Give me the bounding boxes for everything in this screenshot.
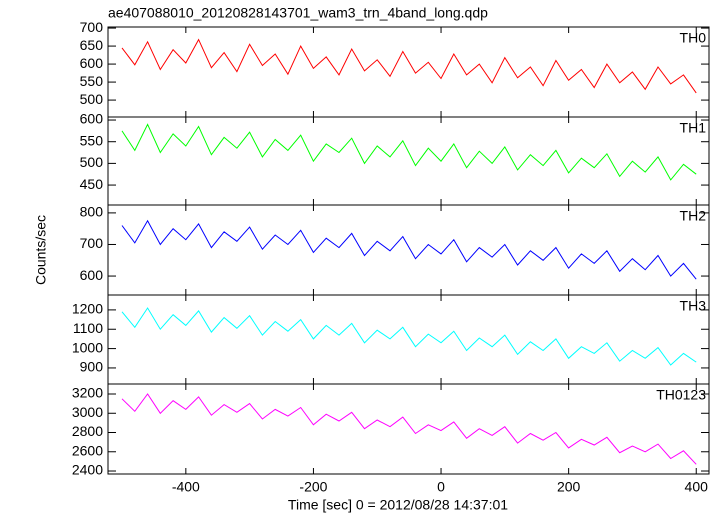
y-tick-label: 3000	[72, 404, 103, 420]
series-line	[121, 307, 697, 366]
y-tick-label: 900	[80, 359, 104, 375]
y-tick-label: 1200	[72, 301, 103, 317]
y-tick-label: 600	[80, 55, 104, 71]
y-tick-label: 500	[80, 91, 104, 107]
panel-frame	[107, 383, 710, 475]
x-tick-label: -200	[299, 479, 327, 495]
panel-label: TH2	[680, 208, 707, 224]
panel-frame	[107, 204, 710, 296]
y-tick-label: 600	[80, 267, 104, 283]
x-tick-label: 200	[557, 479, 581, 495]
y-tick-label: 700	[80, 19, 104, 35]
y-tick-label: 700	[80, 235, 104, 251]
y-tick-label: 2400	[72, 462, 103, 478]
panel-frame	[107, 294, 710, 385]
y-axis-label: Counts/sec	[33, 215, 49, 285]
x-tick-label: 400	[685, 479, 709, 495]
y-tick-label: 650	[80, 37, 104, 53]
panel-label: TH0123	[656, 387, 706, 403]
panel-label: TH1	[680, 120, 707, 136]
x-tick-label: 0	[437, 479, 445, 495]
panel-frame	[107, 116, 710, 206]
y-tick-label: 450	[80, 176, 104, 192]
y-tick-label: 800	[80, 204, 104, 220]
panel-label: TH3	[680, 298, 707, 314]
series-line	[121, 219, 697, 280]
x-axis-label: Time [sec] 0 = 2012/08/28 14:37:01	[288, 497, 508, 513]
y-tick-label: 2600	[72, 442, 103, 458]
y-tick-label: 550	[80, 73, 104, 89]
x-tick-label: -400	[172, 479, 200, 495]
y-tick-label: 3200	[72, 385, 103, 401]
y-tick-label: 500	[80, 154, 104, 170]
y-tick-label: 1100	[73, 320, 103, 336]
series-line	[121, 393, 697, 465]
y-tick-label: 1000	[72, 339, 103, 355]
y-tick-label: 600	[80, 111, 104, 127]
y-tick-label: 550	[80, 132, 104, 148]
panel-label: TH0	[680, 30, 707, 46]
chart-title: ae407088010_20120828143701_wam3_trn_4ban…	[108, 5, 488, 21]
y-tick-label: 2800	[72, 423, 103, 439]
series-line	[121, 38, 697, 94]
series-line	[121, 123, 697, 181]
